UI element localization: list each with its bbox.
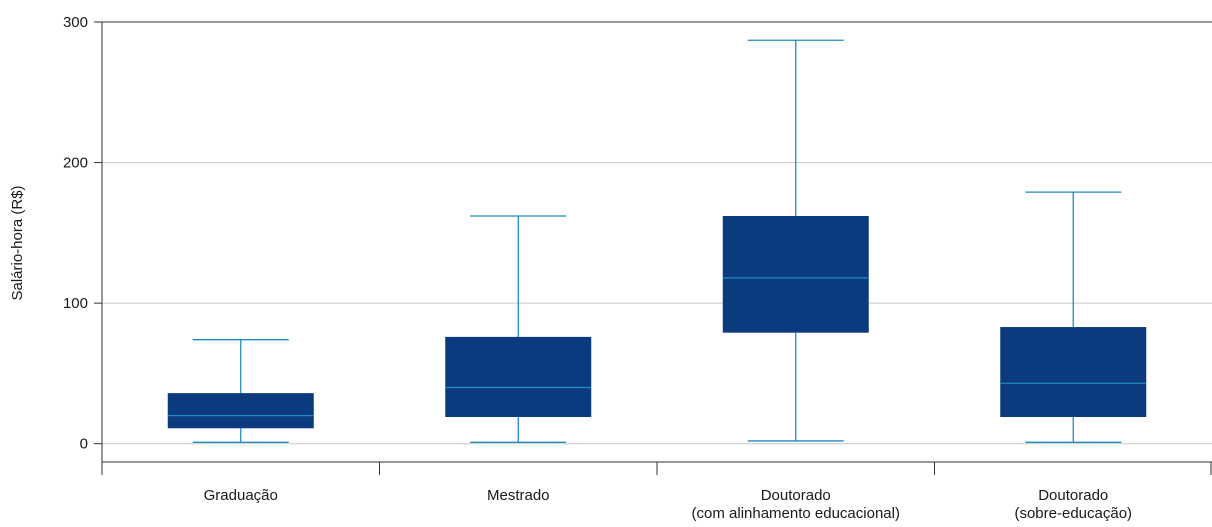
y-tick-label-200: 200 (63, 155, 88, 172)
iqr-box-0 (167, 393, 314, 429)
iqr-box-3 (1000, 327, 1147, 418)
boxes (167, 39, 1147, 443)
labels: Salário-hora (R$) 0 100 200 300 Graduação Mes… (9, 14, 1132, 522)
category-label-0-line-0: Graduação (204, 487, 278, 504)
grid-lines (102, 162, 1212, 445)
box-3 (1000, 191, 1147, 443)
category-label-1-line-0: Mestrado (487, 487, 550, 504)
y-tick-label-300: 300 (63, 14, 88, 31)
y-tick-label-0: 0 (80, 436, 88, 453)
y-axis-title: Salário-hora (R$) (9, 185, 26, 300)
category-label-2-line-0: Doutorado (761, 487, 831, 504)
axes (94, 21, 1212, 475)
box-1 (445, 215, 592, 443)
box-2 (722, 39, 869, 442)
category-label-3-line-0: Doutorado (1038, 487, 1108, 504)
category-label-2-line-1: (com alinhamento educacional) (692, 505, 900, 522)
category-label-3-line-1: (sobre-educação) (1014, 505, 1132, 522)
box-0 (167, 339, 314, 443)
iqr-box-1 (445, 336, 592, 418)
iqr-box-2 (722, 215, 869, 333)
y-tick-label-100: 100 (63, 295, 88, 312)
